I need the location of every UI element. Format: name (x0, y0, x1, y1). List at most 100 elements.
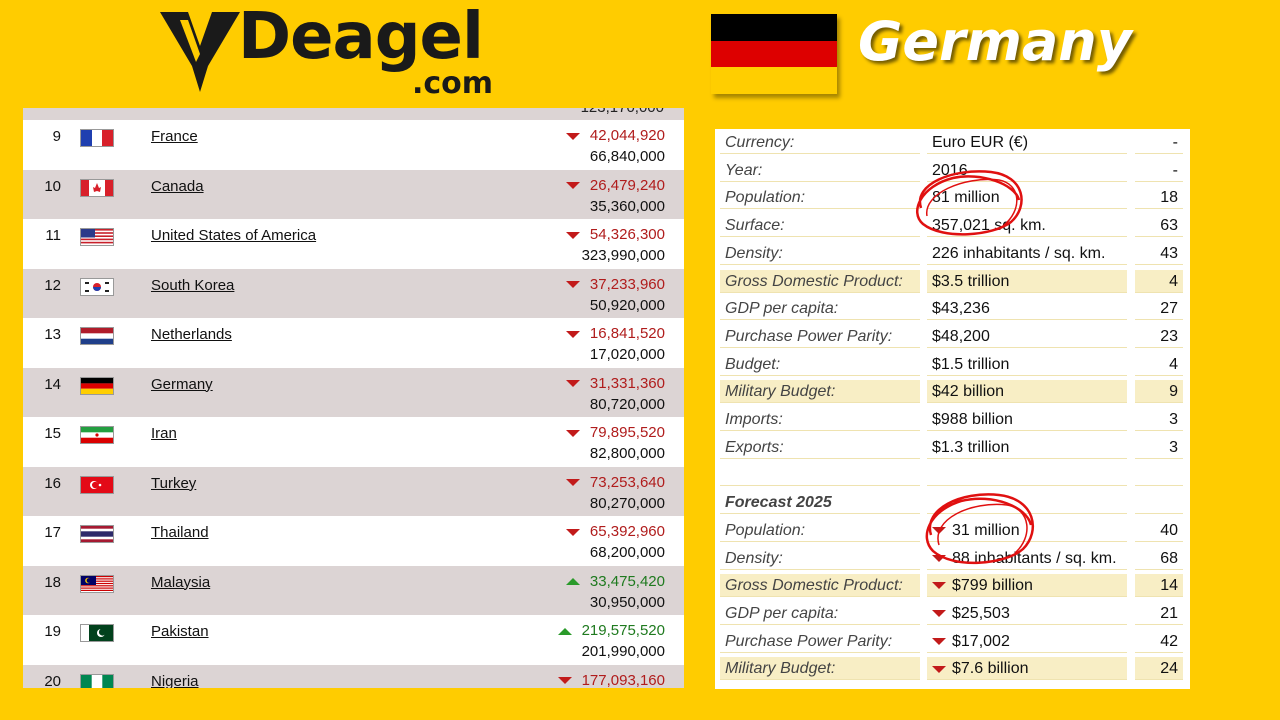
stat-rank: 24 (1135, 657, 1183, 681)
current-value: 50,920,000 (589, 296, 665, 314)
stat-rank: 4 (1135, 269, 1183, 293)
forecast-number: 37,233,960 (589, 275, 665, 293)
stat-rank: - (1135, 131, 1183, 154)
forecast-number: 73,253,640 (589, 473, 665, 491)
country-link[interactable]: Malaysia (151, 573, 211, 591)
stat-value-text: 31 million (952, 521, 1020, 539)
table-row: 16 Turkey 73,253,640 80,270,000 (23, 466, 684, 516)
stat-rank: 63 (1135, 214, 1183, 238)
stat-row: Population: 81 million 18 (715, 184, 1190, 212)
country-stats-panel: Currency: Euro EUR (€) - Year: 2016- Populati… (715, 129, 1190, 689)
trend-down-icon (932, 637, 946, 645)
country-link[interactable]: South Korea (151, 276, 235, 294)
trend-down-icon (932, 665, 946, 673)
rank-number: 13 (44, 326, 61, 343)
stat-value: 226 inhabitants / sq. km. (927, 242, 1127, 265)
trend-down-icon (932, 610, 946, 618)
trend-up-icon (565, 578, 580, 586)
country-flag-icon (80, 178, 114, 197)
country-link[interactable]: Netherlands (151, 326, 232, 343)
forecast-value: 79,895,520 (565, 424, 665, 441)
stat-row: Population: 31 million 40 (715, 517, 1190, 545)
stat-value: Euro EUR (€) (927, 131, 1127, 154)
forecast-number: 16,841,520 (589, 325, 665, 342)
stat-value-text: $7.6 billion (952, 660, 1029, 678)
stat-row: Gross Domestic Product: $799 billion 14 (715, 572, 1190, 600)
stat-value-text: $25,503 (952, 604, 1010, 622)
forecast-value: 42,044,920 (565, 127, 665, 144)
table-row: 15 Iran 79,895,520 82,800,000 (23, 417, 684, 467)
forecast-value: 31,331,360 (565, 375, 665, 392)
stat-label: Surface: (720, 214, 920, 238)
stat-row: GDP per capita: $25,503 21 (715, 600, 1190, 628)
stat-row: Surface: 357,021 sq. km. 63 (715, 212, 1190, 240)
stat-label: Population: (720, 519, 920, 542)
stat-value: $7.6 billion (927, 657, 1127, 681)
stat-rank: 3 (1135, 408, 1183, 431)
country-flag-icon (80, 228, 114, 246)
forecast-value: 177,093,160 (557, 672, 665, 688)
germany-flag-icon (711, 14, 837, 95)
current-value: 323,990,000 (581, 247, 665, 264)
country-flag-icon (80, 376, 114, 395)
stat-value: 357,021 sq. km. (927, 214, 1127, 238)
deagel-logo-mark-icon (160, 12, 240, 92)
trend-down-icon (932, 554, 946, 562)
stat-label: Gross Domestic Product: (720, 574, 920, 598)
stat-rank: 43 (1135, 242, 1183, 265)
stat-value: $17,002 (927, 630, 1127, 653)
current-value: 80,270,000 (589, 494, 665, 512)
stat-row: Military Budget: $42 billion 9 (715, 378, 1190, 406)
stat-label: GDP per capita: (720, 297, 920, 321)
table-row: 12 South Korea 37,233,960 50,920,000 (23, 268, 684, 318)
trend-down-icon (565, 330, 580, 338)
stat-label: Gross Domestic Product: (720, 269, 920, 293)
country-link[interactable]: France (151, 128, 198, 145)
forecast-value: 65,392,960 (565, 523, 665, 540)
trend-down-icon (565, 380, 580, 388)
country-link[interactable]: Germany (151, 375, 213, 393)
stat-value-text: 81 million (932, 189, 1000, 207)
country-flag-icon (80, 475, 114, 494)
forecast-heading-row: Forecast 2025 (715, 489, 1190, 517)
stat-value: $42 billion (927, 380, 1127, 404)
stat-value-text: Euro EUR (€) (932, 134, 1029, 151)
table-row: 11 United States of America 54,326,300 323,… (23, 219, 684, 269)
stat-rank: 40 (1135, 519, 1183, 542)
stat-row: Density: 88 inhabitants / sq. km. 68 (715, 545, 1190, 573)
stat-value-text: $799 billion (952, 577, 1033, 595)
stat-label: Imports: (720, 408, 920, 431)
forecast-value: 33,475,420 (565, 573, 665, 590)
rank-number: 20 (44, 672, 61, 689)
trend-down-icon (565, 182, 580, 190)
country-link[interactable]: Nigeria (151, 672, 199, 689)
population-ranking-table: 123,170,000 9 France 42,044,920 66,840,000 1… (23, 108, 684, 688)
table-row: 17 Thailand 65,392,960 68,200,000 (23, 516, 684, 566)
stat-value-text: $17,002 (952, 632, 1010, 650)
country-link[interactable]: Pakistan (151, 623, 209, 640)
country-link[interactable]: Iran (151, 425, 177, 442)
logo-wordmark: Deagel (238, 0, 484, 74)
forecast-value: 26,479,240 (565, 177, 665, 194)
stat-value: 81 million (927, 186, 1127, 210)
trend-up-icon (557, 627, 572, 635)
stat-value: 2016 (927, 159, 1127, 182)
forecast-value: 54,326,300 (565, 226, 665, 243)
country-link[interactable]: Canada (151, 177, 204, 195)
table-row: 9 France 42,044,920 66,840,000 (23, 120, 684, 170)
stat-label: Exports: (720, 436, 920, 459)
stat-value-text: 2016 (932, 161, 968, 179)
country-link[interactable]: Turkey (151, 474, 197, 492)
stat-row: Budget: $1.5 trillion 4 (715, 351, 1190, 379)
country-flag-icon (80, 277, 114, 296)
stat-label: Military Budget: (720, 657, 920, 681)
stat-value: $799 billion (927, 574, 1127, 598)
stat-row: Purchase Power Parity: $17,002 42 (715, 628, 1190, 656)
stat-value-text: 357,021 sq. km. (932, 217, 1046, 235)
stat-rank: 21 (1135, 602, 1183, 625)
country-link[interactable]: United States of America (151, 227, 317, 244)
current-value: 17,020,000 (589, 346, 665, 363)
stat-value-text: 226 inhabitants / sq. km. (932, 244, 1106, 262)
forecast-value: 37,233,960 (565, 275, 665, 293)
country-link[interactable]: Thailand (151, 524, 209, 541)
